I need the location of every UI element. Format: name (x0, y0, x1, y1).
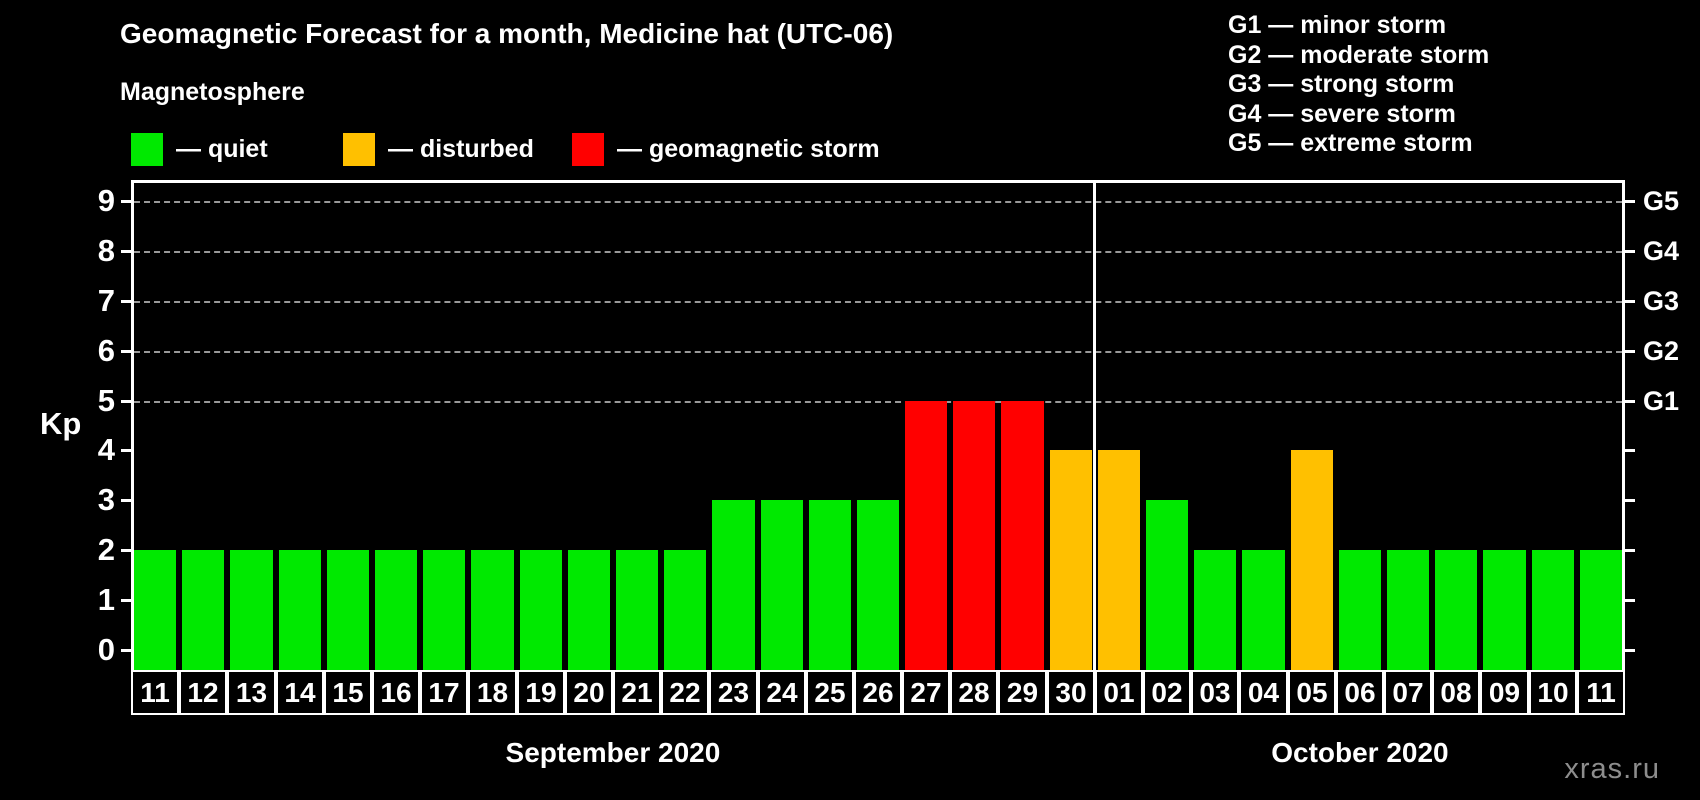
y-tick (1625, 299, 1635, 303)
legend-item-storm: — geomagnetic storm (572, 132, 880, 166)
y-tick (121, 499, 131, 503)
y-tick (1625, 449, 1635, 453)
day-label-box: 26 (854, 670, 902, 715)
g-scale-label: G1 (1643, 385, 1680, 416)
day-label-box: 29 (998, 670, 1047, 715)
legend-item-quiet: — quiet (131, 132, 268, 166)
month-label: September 2020 (505, 737, 721, 768)
day-label-box: 19 (517, 670, 565, 715)
y-tick-label: 2 (97, 532, 115, 568)
day-label-box: 11 (131, 670, 179, 715)
legend-label-disturbed: — disturbed (388, 134, 534, 163)
plot-area (131, 180, 1625, 670)
day-label-box: 18 (468, 670, 517, 715)
month-label: October 2020 (1271, 737, 1449, 768)
watermark: xras.ru (1564, 753, 1660, 785)
y-tick (1625, 349, 1635, 353)
storm-color-swatch (572, 132, 604, 166)
y-tick (121, 449, 131, 453)
day-label-box: 05 (1288, 670, 1336, 715)
y-axis-title: Kp (40, 406, 82, 441)
day-label-box: 03 (1191, 670, 1239, 715)
g1-legend-line: G1 — minor storm (1228, 11, 1447, 39)
legend-label-quiet: — quiet (176, 134, 268, 163)
g-scale-legend: G1 — minor storm G2 — moderate storm G3 … (1228, 11, 1489, 159)
y-tick (1625, 649, 1635, 652)
day-label-box: 23 (709, 670, 758, 715)
day-label-box: 25 (806, 670, 854, 715)
y-tick (121, 349, 131, 353)
y-tick (1625, 599, 1635, 603)
legend-label-storm: — geomagnetic storm (617, 134, 880, 163)
day-label-box: 17 (420, 670, 468, 715)
day-label-box: 01 (1095, 670, 1143, 715)
y-tick-label: 7 (97, 282, 115, 318)
y-tick (121, 649, 131, 652)
g-scale-label: G4 (1643, 235, 1680, 266)
quiet-color-swatch (131, 132, 163, 166)
day-label-box: 04 (1239, 670, 1288, 715)
disturbed-color-swatch (343, 132, 375, 166)
day-label-box: 11 (1577, 670, 1625, 715)
day-label-box: 28 (950, 670, 998, 715)
day-label-box: 08 (1432, 670, 1480, 715)
day-label-box: 07 (1384, 670, 1432, 715)
y-tick-label: 6 (97, 332, 115, 368)
legend-item-disturbed: — disturbed (343, 132, 534, 166)
y-tick (1625, 549, 1635, 553)
day-label-box: 16 (372, 670, 420, 715)
day-label-box: 30 (1047, 670, 1095, 715)
day-label-box: 06 (1336, 670, 1384, 715)
chart-title: Geomagnetic Forecast for a month, Medici… (120, 18, 894, 49)
y-tick (1625, 199, 1635, 203)
y-tick-label: 1 (97, 582, 115, 618)
day-label-box: 14 (276, 670, 324, 715)
day-label-box: 02 (1143, 670, 1191, 715)
g-scale-label: G2 (1643, 335, 1680, 366)
magnetosphere-heading: Magnetosphere (120, 78, 305, 106)
day-label-box: 10 (1529, 670, 1577, 715)
day-label-box: 15 (324, 670, 372, 715)
y-tick-label: 8 (97, 232, 115, 268)
day-label-box: 21 (613, 670, 661, 715)
g3-legend-line: G3 — strong storm (1228, 70, 1455, 99)
y-tick (1625, 499, 1635, 503)
g4-legend-line: G4 — severe storm (1228, 99, 1456, 128)
y-tick (1625, 249, 1635, 253)
day-label-box: 24 (758, 670, 806, 715)
y-tick (121, 299, 131, 303)
g5-legend-line: G5 — extreme storm (1228, 129, 1473, 158)
y-tick-label: 0 (97, 632, 115, 667)
y-tick (121, 249, 131, 253)
y-tick (121, 549, 131, 553)
day-label-box: 09 (1480, 670, 1529, 715)
g-scale-label: G3 (1643, 285, 1680, 316)
y-tick-label: 3 (97, 482, 115, 518)
y-tick (121, 599, 131, 603)
g-scale-label: G5 (1643, 185, 1680, 216)
y-tick (1625, 399, 1635, 403)
day-label-box: 27 (902, 670, 950, 715)
y-tick (121, 399, 131, 403)
day-label-box: 22 (661, 670, 709, 715)
day-label-box: 20 (565, 670, 613, 715)
day-label-box: 13 (227, 670, 276, 715)
y-tick-label: 9 (97, 182, 115, 218)
day-label-box: 12 (179, 670, 227, 715)
y-tick (121, 199, 131, 203)
g2-legend-line: G2 — moderate storm (1228, 40, 1490, 69)
